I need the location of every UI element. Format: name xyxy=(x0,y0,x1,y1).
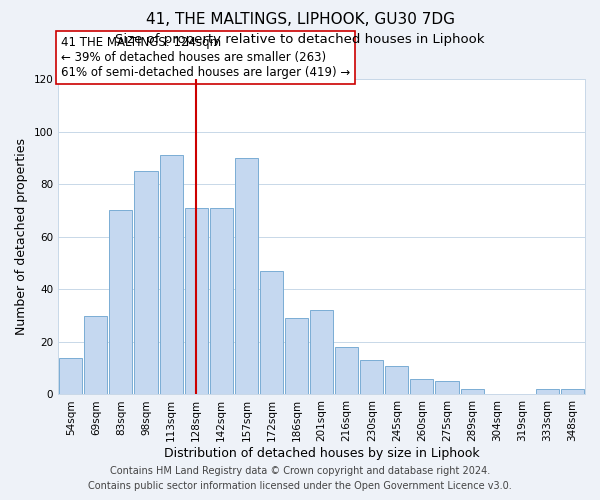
Bar xyxy=(260,271,283,394)
Bar xyxy=(185,208,208,394)
Text: Size of property relative to detached houses in Liphook: Size of property relative to detached ho… xyxy=(115,32,485,46)
Bar xyxy=(561,389,584,394)
Text: 41 THE MALTINGS: 124sqm
← 39% of detached houses are smaller (263)
61% of semi-d: 41 THE MALTINGS: 124sqm ← 39% of detache… xyxy=(61,36,350,79)
Bar xyxy=(134,171,158,394)
Bar xyxy=(59,358,82,395)
Bar xyxy=(461,389,484,394)
Bar xyxy=(160,155,182,394)
Bar xyxy=(209,208,233,394)
Bar xyxy=(360,360,383,394)
X-axis label: Distribution of detached houses by size in Liphook: Distribution of detached houses by size … xyxy=(164,447,479,460)
Bar xyxy=(285,318,308,394)
Bar xyxy=(536,389,559,394)
Text: Contains HM Land Registry data © Crown copyright and database right 2024.
Contai: Contains HM Land Registry data © Crown c… xyxy=(88,466,512,491)
Bar xyxy=(410,378,433,394)
Bar xyxy=(84,316,107,394)
Bar xyxy=(335,347,358,395)
Text: 41, THE MALTINGS, LIPHOOK, GU30 7DG: 41, THE MALTINGS, LIPHOOK, GU30 7DG xyxy=(146,12,455,28)
Bar xyxy=(385,366,409,394)
Y-axis label: Number of detached properties: Number of detached properties xyxy=(15,138,28,335)
Bar xyxy=(436,382,458,394)
Bar xyxy=(310,310,333,394)
Bar xyxy=(109,210,133,394)
Bar xyxy=(235,158,258,394)
